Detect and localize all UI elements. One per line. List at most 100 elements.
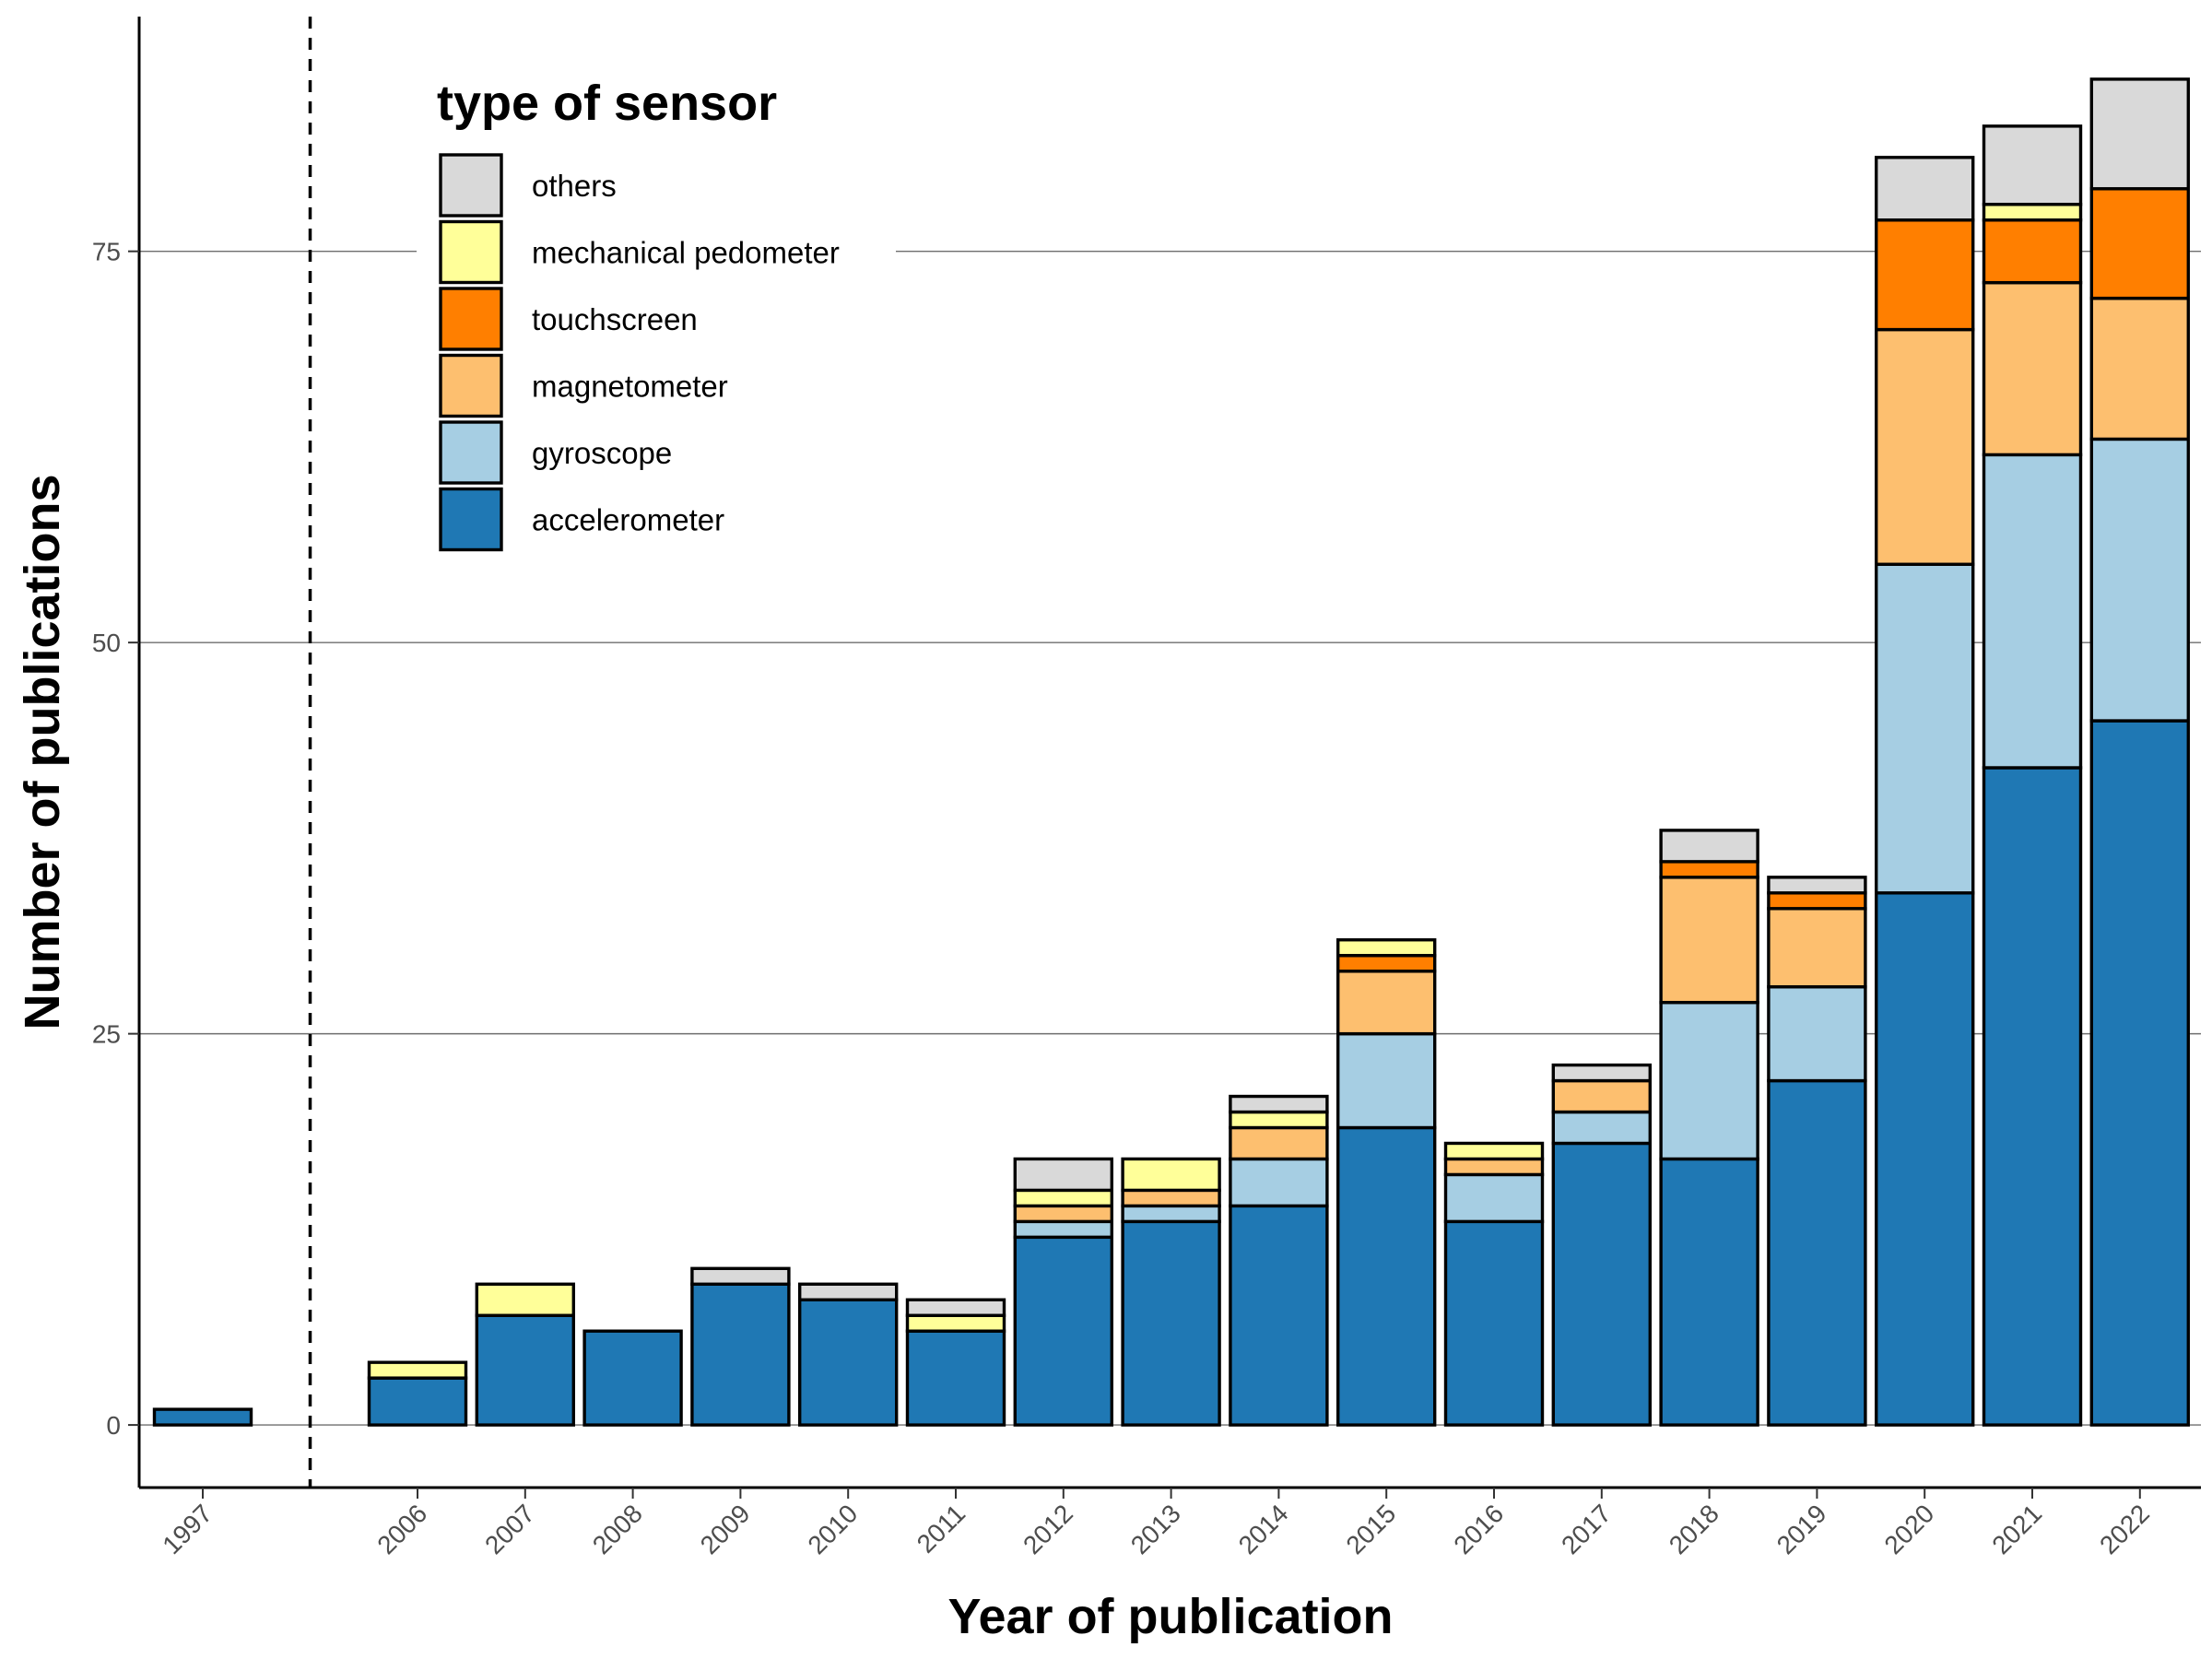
- bar-2017-accelerometer: [1551, 1141, 1653, 1427]
- bar-2006-mechanical-pedometer: [367, 1360, 468, 1380]
- bar-2010-accelerometer: [798, 1298, 899, 1427]
- bar-1997-accelerometer: [152, 1407, 253, 1427]
- bar-2011-others: [905, 1298, 1006, 1317]
- bar-2018-touchscreen: [1659, 860, 1759, 879]
- legend-swatch-touchscreen: [439, 287, 503, 351]
- bar-2011-accelerometer: [905, 1329, 1006, 1427]
- bar-2015-touchscreen: [1335, 954, 1437, 973]
- legend-items: others mechanical pedometer touchscreen mag…: [439, 153, 840, 552]
- x-tick-label-2017: 2017: [1556, 1499, 1617, 1559]
- y-tick-label-0: 0: [106, 1411, 121, 1440]
- x-tick-labels: 1997 2006 2007 2008 2009 2010 2011 2012 2013 2014…: [157, 1488, 2155, 1559]
- bar-2021-gyroscope: [1982, 453, 2083, 770]
- x-tick-label-1997: 1997: [157, 1499, 218, 1559]
- x-tick-label-2012: 2012: [1018, 1499, 1078, 1559]
- bar-2009-accelerometer: [690, 1282, 791, 1427]
- y-tick-label-75: 75: [92, 238, 121, 266]
- x-tick-label-2011: 2011: [912, 1499, 971, 1559]
- x-tick-label-2015: 2015: [1340, 1499, 1401, 1559]
- legend-label-others: others: [532, 169, 617, 203]
- x-tick-label-2016: 2016: [1448, 1499, 1509, 1559]
- x-tick-label-2021: 2021: [1986, 1499, 2047, 1559]
- bar-2019-magnetometer: [1767, 907, 1867, 989]
- legend-swatch-accelerometer: [439, 487, 503, 552]
- bar-2014-others: [1229, 1094, 1329, 1114]
- x-tick-label-2010: 2010: [802, 1499, 863, 1559]
- bar-2010-others: [798, 1282, 899, 1301]
- x-tick-label-2008: 2008: [587, 1499, 648, 1559]
- y-axis-title: Number of publications: [15, 474, 70, 1030]
- bar-2007-accelerometer: [475, 1313, 575, 1427]
- bar-2016-magnetometer: [1443, 1157, 1545, 1177]
- bar-2021-accelerometer: [1982, 766, 2083, 1427]
- bar-2008-accelerometer: [582, 1329, 683, 1427]
- legend-title: type of sensor: [437, 76, 777, 131]
- bar-2017-magnetometer: [1551, 1078, 1653, 1114]
- x-tick-label-2014: 2014: [1233, 1499, 1294, 1559]
- bar-2016-accelerometer: [1443, 1219, 1545, 1427]
- bar-2021-magnetometer: [1982, 280, 2083, 457]
- bar-2012-accelerometer: [1013, 1235, 1114, 1427]
- bar-2013-accelerometer: [1121, 1219, 1221, 1427]
- bar-2020-touchscreen: [1874, 218, 1975, 332]
- bar-2006-accelerometer: [367, 1376, 468, 1427]
- bar-2016-gyroscope: [1443, 1172, 1545, 1224]
- legend-swatch-others: [439, 153, 503, 218]
- bar-2022-accelerometer: [2089, 719, 2191, 1427]
- bar-2013-mechanical-pedometer: [1121, 1157, 1221, 1193]
- bar-2018-accelerometer: [1659, 1157, 1759, 1427]
- bar-2022-magnetometer: [2089, 296, 2191, 441]
- bar-2019-gyroscope: [1767, 984, 1867, 1083]
- bar-2014-gyroscope: [1229, 1157, 1329, 1208]
- bar-2018-magnetometer: [1659, 876, 1759, 1005]
- bar-2018-gyroscope: [1659, 1000, 1759, 1161]
- legend-label-magnetometer: magnetometer: [532, 370, 728, 404]
- bar-2021-touchscreen: [1982, 218, 2083, 285]
- x-tick-label-2013: 2013: [1125, 1499, 1186, 1559]
- bar-2012-magnetometer: [1013, 1204, 1114, 1224]
- bar-2015-gyroscope: [1335, 1031, 1437, 1130]
- x-tick-label-2019: 2019: [1771, 1499, 1832, 1559]
- bar-2022-touchscreen: [2089, 187, 2191, 300]
- bar-2020-others: [1874, 156, 1975, 222]
- legend: type of sensor others mechanical pedomete…: [417, 61, 896, 559]
- bar-2019-accelerometer: [1767, 1078, 1867, 1427]
- bar-2020-gyroscope: [1874, 562, 1975, 895]
- bar-2022-others: [2089, 77, 2191, 191]
- x-tick-label-2018: 2018: [1664, 1499, 1724, 1559]
- y-tick-label-25: 25: [92, 1020, 121, 1049]
- bar-2013-gyroscope: [1121, 1204, 1221, 1224]
- bar-2012-mechanical-pedometer: [1013, 1188, 1114, 1208]
- x-tick-label-2006: 2006: [371, 1499, 432, 1559]
- x-tick-label-2022: 2022: [2094, 1499, 2155, 1559]
- bar-2015-accelerometer: [1335, 1125, 1437, 1427]
- legend-swatch-gyroscope: [439, 420, 503, 485]
- bar-2018-others: [1659, 829, 1759, 864]
- bar-2019-touchscreen: [1767, 891, 1867, 911]
- bar-2012-others: [1013, 1157, 1114, 1193]
- bar-2007-mechanical-pedometer: [475, 1282, 575, 1317]
- bar-2020-magnetometer: [1874, 327, 1975, 566]
- legend-swatch-magnetometer: [439, 353, 503, 418]
- y-tick-label-50: 50: [92, 629, 121, 657]
- legend-label-gyroscope: gyroscope: [532, 436, 672, 470]
- bar-2014-mechanical-pedometer: [1229, 1110, 1329, 1130]
- y-tick-labels: 0 25 50 75: [92, 238, 139, 1440]
- bar-2016-mechanical-pedometer: [1443, 1141, 1545, 1161]
- bar-2017-gyroscope: [1551, 1110, 1653, 1146]
- bar-2021-others: [1982, 124, 2083, 206]
- bar-2011-mechanical-pedometer: [905, 1313, 1006, 1333]
- x-tick-label-2009: 2009: [695, 1499, 756, 1559]
- bar-2014-accelerometer: [1229, 1204, 1329, 1427]
- legend-label-accelerometer: accelerometer: [532, 503, 724, 537]
- legend-swatch-mechanical-pedometer: [439, 219, 503, 285]
- legend-label-touchscreen: touchscreen: [532, 302, 698, 336]
- bar-2015-mechanical-pedometer: [1335, 938, 1437, 958]
- bar-2022-gyroscope: [2089, 437, 2191, 723]
- bar-2014-magnetometer: [1229, 1125, 1329, 1161]
- legend-label-mechanical-pedometer: mechanical pedometer: [532, 236, 840, 270]
- x-tick-label-2007: 2007: [479, 1499, 540, 1559]
- axes: [137, 17, 2201, 1489]
- bar-2015-magnetometer: [1335, 970, 1437, 1036]
